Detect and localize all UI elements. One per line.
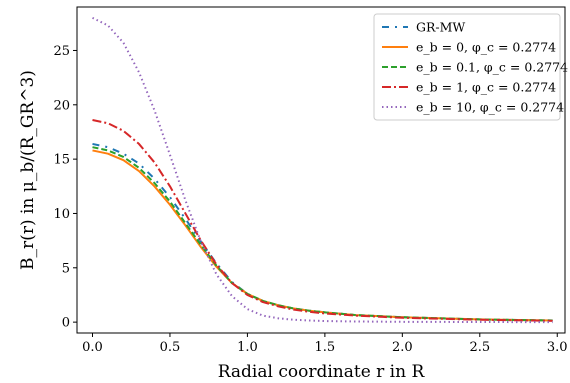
legend-box — [373, 13, 561, 121]
y-tick-label: 20 — [53, 98, 70, 113]
legend-label-3: e_b = 1, φ_c = 0.2774 — [416, 80, 556, 95]
y-axis-label: B_r(r) in μ_b/(R_GR^3) — [18, 70, 38, 270]
legend-label-0: GR-MW — [416, 20, 465, 35]
y-tick-label: 15 — [53, 153, 70, 168]
series-lines — [92, 16, 553, 324]
x-tick-label: 2.5 — [469, 340, 490, 355]
legend: GR-MW e_b = 0, φ_c = 0.2774 e_b = 0.1, φ_c… — [373, 13, 568, 121]
legend-label-1: e_b = 0, φ_c = 0.2774 — [416, 40, 556, 55]
series-line-4 — [92, 16, 553, 324]
x-tick-label: 3.0 — [547, 340, 568, 355]
x-axis-label: Radial coordinate r in R — [218, 362, 426, 382]
y-tick-label: 10 — [53, 207, 70, 222]
plot-frame — [76, 6, 566, 334]
x-tick-label: 2.0 — [392, 340, 413, 355]
legend-label-4: e_b = 10, φ_c = 0.2774 — [416, 100, 564, 115]
y-tick-label: 5 — [62, 261, 70, 276]
x-tick-label: 1.5 — [315, 340, 336, 355]
legend-label-2: e_b = 0.1, φ_c = 0.2774 — [416, 60, 568, 75]
x-tick-label: 0.5 — [160, 340, 181, 355]
series-line-1 — [92, 149, 553, 322]
series-line-0 — [92, 142, 553, 322]
y-tick-label: 0 — [62, 316, 70, 331]
x-tick-label: 0.0 — [82, 340, 103, 355]
axis-ticks: 0.0 0.5 1.0 1.5 2.0 2.5 3.0 0 5 10 15 20 25 — [53, 44, 567, 355]
series-line-3 — [92, 119, 553, 322]
y-tick-label: 25 — [53, 44, 70, 59]
x-tick-label: 1.0 — [237, 340, 258, 355]
